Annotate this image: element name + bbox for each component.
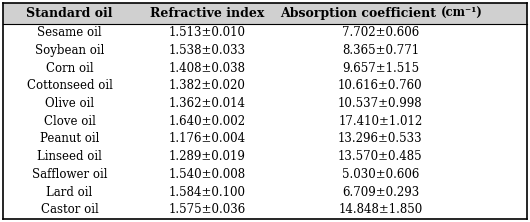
Text: 1.538±0.033: 1.538±0.033 <box>169 44 246 57</box>
Text: 10.537±0.998: 10.537±0.998 <box>338 97 423 110</box>
Text: Absorption coefficient: Absorption coefficient <box>280 7 436 20</box>
Text: 1.382±0.020: 1.382±0.020 <box>169 79 246 92</box>
Text: Clove oil: Clove oil <box>43 115 95 128</box>
Text: 10.616±0.760: 10.616±0.760 <box>338 79 423 92</box>
Text: Standard oil: Standard oil <box>26 7 113 20</box>
Text: 6.709±0.293: 6.709±0.293 <box>342 186 419 199</box>
Text: 1.408±0.038: 1.408±0.038 <box>169 61 246 75</box>
Text: 1.362±0.014: 1.362±0.014 <box>169 97 246 110</box>
Text: 1.540±0.008: 1.540±0.008 <box>169 168 246 181</box>
Text: 1.513±0.010: 1.513±0.010 <box>169 26 246 39</box>
Text: Corn oil: Corn oil <box>46 61 93 75</box>
Text: 1.575±0.036: 1.575±0.036 <box>169 203 246 216</box>
Text: 13.570±0.485: 13.570±0.485 <box>338 150 423 163</box>
Text: Refractive index: Refractive index <box>150 7 264 20</box>
Text: 1.176±0.004: 1.176±0.004 <box>169 132 246 145</box>
Text: Sesame oil: Sesame oil <box>37 26 102 39</box>
Text: (cm⁻¹): (cm⁻¹) <box>441 7 483 20</box>
Text: 5.030±0.606: 5.030±0.606 <box>342 168 419 181</box>
Text: Linseed oil: Linseed oil <box>37 150 102 163</box>
Text: 7.702±0.606: 7.702±0.606 <box>342 26 419 39</box>
Text: 13.296±0.533: 13.296±0.533 <box>338 132 423 145</box>
Text: 1.289±0.019: 1.289±0.019 <box>169 150 246 163</box>
Text: 1.584±0.100: 1.584±0.100 <box>169 186 246 199</box>
Text: Soybean oil: Soybean oil <box>35 44 104 57</box>
Text: Cottonseed oil: Cottonseed oil <box>26 79 112 92</box>
Text: 17.410±1.012: 17.410±1.012 <box>338 115 422 128</box>
Text: Peanut oil: Peanut oil <box>40 132 99 145</box>
Text: Olive oil: Olive oil <box>45 97 94 110</box>
Text: Safflower oil: Safflower oil <box>32 168 107 181</box>
Text: 14.848±1.850: 14.848±1.850 <box>338 203 422 216</box>
Text: 1.640±0.002: 1.640±0.002 <box>169 115 246 128</box>
Text: 9.657±1.515: 9.657±1.515 <box>342 61 419 75</box>
Text: Lard oil: Lard oil <box>47 186 93 199</box>
Text: Castor oil: Castor oil <box>41 203 99 216</box>
Text: 8.365±0.771: 8.365±0.771 <box>342 44 419 57</box>
